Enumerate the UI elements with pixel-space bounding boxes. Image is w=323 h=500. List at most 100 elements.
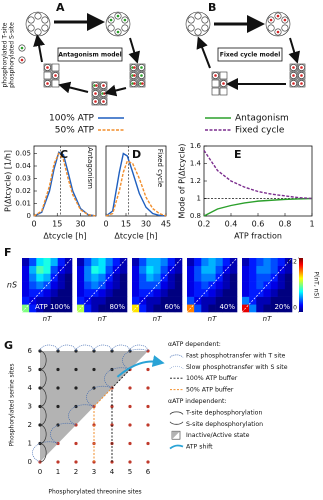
site-mark bbox=[133, 82, 136, 85]
heat-cell bbox=[284, 288, 293, 297]
heat-cell bbox=[229, 296, 238, 305]
heat-cell bbox=[201, 304, 209, 313]
state-node bbox=[146, 404, 150, 409]
buffer-50 bbox=[93, 387, 113, 462]
state-node bbox=[74, 386, 78, 390]
x-tick-label: 15 bbox=[52, 220, 62, 229]
heat-cell bbox=[105, 288, 114, 297]
state-node bbox=[146, 441, 150, 446]
heat-cell bbox=[277, 273, 286, 282]
heat-cell bbox=[167, 296, 176, 305]
heat-cell bbox=[242, 273, 250, 282]
x-tick-label: 2 bbox=[74, 468, 78, 476]
heat-cell bbox=[174, 296, 183, 305]
phospho-loop bbox=[75, 344, 95, 352]
heat-cell bbox=[36, 265, 44, 274]
site bbox=[187, 16, 195, 24]
heat-cell bbox=[98, 304, 106, 313]
heat-cell bbox=[84, 265, 92, 274]
site-box bbox=[219, 87, 228, 96]
phospho-loop bbox=[39, 344, 59, 352]
site-mark bbox=[20, 46, 24, 50]
heat-cell bbox=[146, 296, 154, 305]
arrow bbox=[288, 37, 301, 64]
site-mark bbox=[94, 92, 97, 95]
site-mark bbox=[93, 84, 96, 87]
heat-cell bbox=[50, 288, 59, 297]
state-node bbox=[128, 423, 132, 427]
model-box bbox=[57, 47, 123, 62]
heat-cell bbox=[187, 258, 195, 267]
plot-frame bbox=[105, 145, 167, 217]
site-mark bbox=[300, 74, 303, 77]
site bbox=[281, 24, 289, 32]
heat-cell bbox=[146, 258, 154, 267]
heat-cell bbox=[57, 304, 66, 313]
x-tick-label: 1 bbox=[309, 220, 314, 229]
heat-cell bbox=[201, 273, 209, 282]
heat-cell bbox=[77, 281, 85, 290]
heat-cell bbox=[146, 304, 154, 313]
colorbar-label: P(nT, nS) bbox=[313, 271, 320, 298]
heat-cell bbox=[91, 258, 99, 267]
panel-caption: 80% bbox=[109, 303, 125, 311]
heat-cell bbox=[194, 273, 202, 282]
heat-cell bbox=[50, 258, 59, 267]
site bbox=[27, 24, 35, 32]
x-tick-label: 0.8 bbox=[279, 220, 292, 229]
heat-cell bbox=[167, 258, 176, 267]
heat-cell bbox=[270, 265, 279, 274]
heat-cell bbox=[112, 304, 121, 313]
heat-cell bbox=[105, 296, 114, 305]
phospho-loop bbox=[111, 344, 131, 352]
x-axis-label: Δtcycle [h] bbox=[114, 232, 157, 241]
heat-cell bbox=[98, 265, 106, 274]
heat-cell bbox=[91, 273, 99, 282]
legend-label: 100% ATP bbox=[49, 114, 95, 124]
heat-cell bbox=[167, 288, 176, 297]
heat-cell bbox=[91, 304, 99, 313]
heat-cell bbox=[119, 304, 128, 313]
legend-text: phosphorylated S-site bbox=[9, 22, 16, 88]
y-tick-label: 0.02 bbox=[15, 187, 31, 195]
diagonal bbox=[186, 257, 238, 313]
heat-cell bbox=[112, 258, 121, 267]
site-mark bbox=[222, 82, 225, 85]
heat-cell bbox=[139, 281, 147, 290]
heat-cell bbox=[160, 258, 169, 267]
heat-cell bbox=[50, 265, 59, 274]
y-tick-label: 2 bbox=[28, 421, 32, 429]
heat-cell bbox=[29, 281, 37, 290]
heat-cell bbox=[160, 296, 169, 305]
panel-caption: 40% bbox=[219, 303, 235, 311]
site-mark bbox=[139, 82, 142, 85]
heat-cell bbox=[284, 296, 293, 305]
heat-cell bbox=[153, 258, 161, 267]
heat-cell bbox=[64, 296, 73, 305]
heat-cell bbox=[84, 258, 92, 267]
site-mark bbox=[102, 100, 105, 103]
heat-cell bbox=[139, 265, 147, 274]
legend-text: Slow phosphotransfer with S site bbox=[186, 364, 288, 371]
heat-cell bbox=[284, 304, 293, 313]
heat-cell bbox=[270, 304, 279, 313]
line-series bbox=[105, 160, 167, 217]
heat-cell bbox=[91, 281, 99, 290]
heat-cell bbox=[201, 281, 209, 290]
x-tick-label: 0.2 bbox=[198, 220, 211, 229]
panel-label: G bbox=[4, 339, 13, 352]
phospho-loop bbox=[93, 344, 113, 352]
heat-cell bbox=[77, 288, 85, 297]
x-axis-label: nT bbox=[208, 315, 217, 323]
heat-cell bbox=[277, 304, 286, 313]
heat-cell bbox=[215, 265, 224, 274]
heat-cell bbox=[98, 296, 106, 305]
heat-cell bbox=[22, 288, 30, 297]
legend-label: Antagonism bbox=[235, 114, 289, 124]
heat-cell bbox=[256, 273, 264, 282]
arrow bbox=[196, 36, 211, 69]
heat-cell bbox=[215, 296, 224, 305]
heat-cell bbox=[215, 304, 224, 313]
heat-cell bbox=[139, 304, 147, 313]
heat-cell bbox=[208, 273, 216, 282]
